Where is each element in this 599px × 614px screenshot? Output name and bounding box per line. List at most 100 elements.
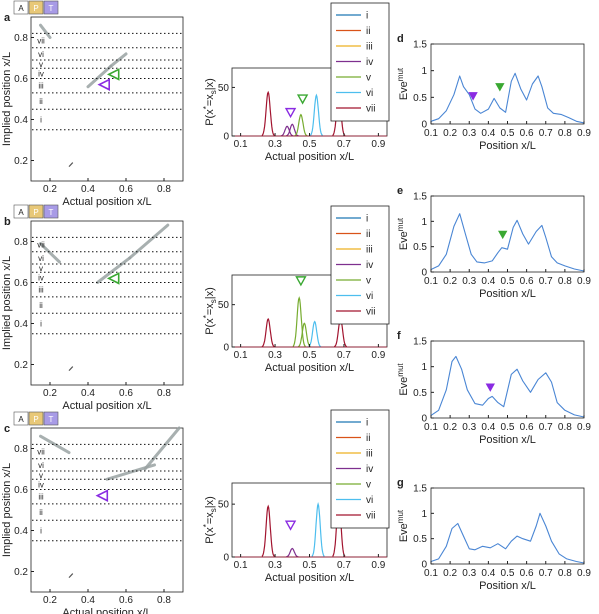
y-axis-label-part: s [209,90,218,94]
y-tick-label: 1.5 [413,484,427,495]
x-tick-label: 0.8 [157,184,171,195]
x-axis-label: Position x/L [479,434,536,446]
x-tick-label: 0.2 [43,388,57,399]
y-axis-label-part: Eve [398,81,410,100]
x-tick-label: 0.8 [558,276,572,287]
x-tick-label: 0.2 [443,422,457,433]
purple-marker [284,520,297,531]
x-tick-label: 0.3 [462,276,476,287]
y-axis-label: Implied position x/L [1,52,13,146]
boundary-label: i [40,527,42,536]
y-tick-label: 1.5 [413,337,427,348]
x-tick-label: 0.4 [81,595,95,606]
x-axis-label: Actual position x/L [62,607,151,614]
peak-vii [261,90,275,136]
y-axis-label-part: mut [396,509,405,523]
gene-box-label: P [33,415,38,424]
x-axis-label: Position x/L [479,288,536,300]
y-axis-label: P(x*=xs|x) [202,287,218,335]
purple-marker [468,92,478,101]
x-tick-label: 0.9 [577,422,591,433]
heatmap-frame [30,220,184,386]
boundary-label: vi [38,461,44,470]
legend-label-iv: iv [366,464,373,475]
x-tick-label: 0.3 [462,422,476,433]
y-tick-label: 1.5 [413,192,427,203]
heatmap-frame [30,16,184,182]
y-tick-label: 50 [218,83,230,94]
y-axis-label: P(x*=xs|x) [202,78,218,126]
x-tick-label: 0.2 [443,128,457,139]
boundary-label: ii [39,508,43,517]
x-tick-label: 0.5 [303,139,317,150]
y-axis-label-part: s [209,299,218,303]
boundary-label: v [39,264,43,273]
heatmap-density [39,23,52,39]
panel-letter: c [4,423,10,435]
x-tick-label: 0.8 [558,128,572,139]
x-tick-label: 0.1 [424,276,438,287]
peak-iv [280,125,294,137]
legend-label-i: i [366,11,368,22]
boundary-label: v [39,471,43,480]
gene-box-label: P [33,4,38,13]
y-axis-label-part: P(x [204,527,216,544]
legend-label-ii: ii [366,229,370,240]
gene-box-P [28,204,44,219]
y-axis-label-part: mut [396,67,405,81]
x-tick-label: 0.4 [481,422,495,433]
y-tick-label: 0.8 [14,33,28,44]
purple-marker [284,107,297,119]
peak-v [292,296,306,347]
gene-box-T [43,0,59,15]
x-tick-label: 0.5 [501,422,515,433]
legend-label-i: i [366,418,368,429]
eve-line [430,355,585,418]
y-tick-label: 0.4 [14,115,28,126]
y-axis-label: Evemut [396,509,410,542]
y-axis-label-part: * [202,106,211,109]
y-axis-label: Implied position x/L [1,256,13,350]
green-marker [295,276,307,287]
x-tick-label: 0.7 [337,560,351,571]
y-axis-label-part: P(x [204,109,216,126]
x-tick-label: 0.7 [337,139,351,150]
x-tick-label: 0.4 [81,388,95,399]
boundary-label: iv [38,480,44,489]
y-tick-label: 0 [223,343,229,354]
x-axis-label: Actual position x/L [62,196,151,208]
y-axis-label-part: Eve [398,377,410,396]
eve-frame [430,487,585,565]
y-axis-label-part: Eve [398,231,410,250]
boundary-label: ii [39,301,43,310]
x-tick-label: 0.6 [520,422,534,433]
y-axis-label-part: P(x [204,318,216,335]
y-tick-label: 0.2 [14,567,28,578]
gene-box-T [43,411,59,426]
x-tick-label: 0.7 [539,128,553,139]
x-tick-label: 0.6 [520,276,534,287]
y-tick-label: 0.6 [14,485,28,496]
x-tick-label: 0.3 [268,139,282,150]
y-axis-label: Implied position x/L [1,463,13,557]
peak-iv [285,547,299,558]
x-tick-label: 0.6 [119,595,133,606]
y-tick-label: 0.2 [14,360,28,371]
y-tick-label: 50 [218,500,230,511]
boundary-label: iii [38,82,44,91]
eve-panel-e: 0.1 0.2 0.3 0.4 0.5 0.6 0.7 0.8 0.9 0 0.5 1 1.5 Posit… [396,185,591,300]
y-tick-label: 0.6 [14,74,28,85]
heatmap-density [39,242,61,264]
x-tick-label: 0.5 [501,276,515,287]
gene-box-label: T [49,4,54,13]
x-tick-label: 0.9 [577,568,591,579]
y-tick-label: 0 [223,553,229,564]
x-tick-label: 0.4 [81,184,95,195]
gene-box-label: A [18,415,24,424]
legend-label-ii: ii [366,433,370,444]
eve-frame [430,43,585,125]
panel-letter: f [397,330,401,342]
y-tick-label: 1 [421,217,427,228]
